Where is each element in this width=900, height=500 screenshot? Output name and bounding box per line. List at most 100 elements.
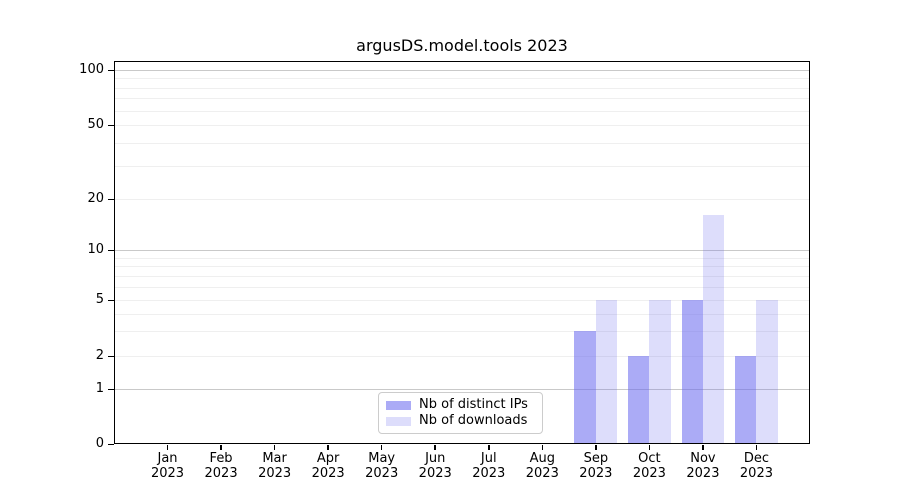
gridline-minor-90 <box>114 78 810 80</box>
gridline-minor-60 <box>114 110 810 112</box>
y-tick-1 <box>108 388 114 390</box>
bar-ips-dec <box>735 356 757 444</box>
x-tick-month: Apr <box>316 451 340 466</box>
legend-row-downloads: Nb of downloads <box>386 413 534 429</box>
legend-swatch-distinct-ips <box>386 400 411 410</box>
y-tick-100 <box>108 69 114 71</box>
x-tick-month: Sep <box>583 451 609 466</box>
x-tick-month: Oct <box>638 451 661 466</box>
legend: Nb of distinct IPs Nb of downloads <box>378 392 543 434</box>
gridline-minor-9 <box>114 257 810 259</box>
gridline-major-1 <box>114 389 810 390</box>
x-tick-year: 2023 <box>365 466 399 481</box>
x-tick-month: Aug <box>529 451 555 466</box>
x-tick-month: Dec <box>743 451 770 466</box>
x-tick-label-nov: Nov 2023 <box>663 451 743 481</box>
x-tick-sep <box>595 445 597 450</box>
x-tick-label-aug: Aug 2023 <box>502 451 582 481</box>
gridline-minor-7 <box>114 275 810 277</box>
x-tick-year: 2023 <box>204 466 238 481</box>
y-tick-2 <box>108 355 114 357</box>
gridline-minor-3 <box>114 331 810 333</box>
gridline-major-10 <box>114 250 810 251</box>
gridline-minor-30 <box>114 166 810 168</box>
x-tick-oct <box>648 445 651 450</box>
y-tick-50 <box>108 124 114 126</box>
gridline-minor-6 <box>114 286 810 288</box>
x-tick-year: 2023 <box>525 466 559 481</box>
x-tick-label-jan: Jan 2023 <box>128 451 208 481</box>
gridline-minor-20 <box>114 199 810 200</box>
x-tick-label-jun: Jun 2023 <box>395 451 475 481</box>
x-tick-label-mar: Mar 2023 <box>235 451 315 481</box>
x-tick-label-feb: Feb 2023 <box>181 451 261 481</box>
chart-title: argusDS.model.tools 2023 <box>356 36 568 55</box>
x-tick-year: 2023 <box>739 466 773 481</box>
y-tick-label-10: 10 <box>87 242 104 257</box>
gridline-minor-2 <box>114 356 810 357</box>
y-tick-0 <box>108 443 114 445</box>
x-tick-feb <box>220 445 222 450</box>
bar-ips-sep <box>574 331 596 444</box>
y-tick-20 <box>108 198 114 200</box>
y-tick-label-1: 1 <box>95 381 104 396</box>
bar-downloads-oct <box>649 300 671 444</box>
y-tick-5 <box>108 299 114 301</box>
x-tick-year: 2023 <box>579 466 613 481</box>
y-tick-label-20: 20 <box>87 191 104 206</box>
x-tick-year: 2023 <box>258 466 292 481</box>
gridline-minor-8 <box>114 266 810 268</box>
x-tick-month: May <box>368 451 396 466</box>
x-tick-month: Feb <box>209 451 233 466</box>
gridline-major-100 <box>114 70 810 71</box>
gridline-minor-70 <box>114 98 810 100</box>
x-tick-nov <box>702 445 704 450</box>
x-tick-year: 2023 <box>632 466 666 481</box>
x-tick-month: Jan <box>157 451 178 466</box>
bar-ips-oct <box>627 356 650 444</box>
x-tick-month: Nov <box>690 451 716 466</box>
gridline-minor-80 <box>114 87 810 89</box>
x-tick-label-apr: Apr 2023 <box>288 451 368 481</box>
x-tick-year: 2023 <box>472 466 506 481</box>
x-tick-label-sep: Sep 2023 <box>556 451 636 481</box>
x-tick-label-dec: Dec 2023 <box>716 451 796 481</box>
x-tick-label-oct: Oct 2023 <box>609 451 689 481</box>
x-tick-jul <box>488 445 490 450</box>
x-tick-aug <box>541 445 544 450</box>
y-tick-10 <box>108 249 114 251</box>
y-tick-label-2: 2 <box>95 348 104 363</box>
bar-ips-nov <box>681 300 703 444</box>
bar-downloads-sep <box>595 300 618 444</box>
gridline-minor-5 <box>114 300 810 301</box>
legend-swatch-downloads <box>386 416 411 426</box>
y-tick-label-100: 100 <box>79 62 104 77</box>
x-tick-year: 2023 <box>686 466 720 481</box>
x-tick-jun <box>434 445 436 450</box>
gridline-minor-40 <box>114 143 810 145</box>
gridline-minor-50 <box>114 125 810 126</box>
x-tick-may <box>380 445 383 450</box>
x-tick-month: Mar <box>262 451 287 466</box>
y-tick-label-0: 0 <box>95 436 104 451</box>
legend-label-distinct-ips: Nb of distinct IPs <box>419 397 528 412</box>
y-tick-label-50: 50 <box>87 117 104 132</box>
x-tick-dec <box>755 445 758 450</box>
x-tick-month: Jun <box>425 451 446 466</box>
x-tick-mar <box>273 445 276 450</box>
x-tick-label-jul: Jul 2023 <box>449 451 529 481</box>
y-tick-label-5: 5 <box>95 292 104 307</box>
plot-area <box>114 61 810 444</box>
bar-downloads-dec <box>756 300 778 444</box>
x-tick-label-may: May 2023 <box>342 451 422 481</box>
x-tick-jan <box>166 445 169 450</box>
legend-row-distinct-ips: Nb of distinct IPs <box>386 397 534 413</box>
x-tick-month: Jul <box>480 451 497 466</box>
x-tick-year: 2023 <box>311 466 345 481</box>
gridline-minor-4 <box>114 313 810 315</box>
bar-downloads-nov <box>702 215 725 444</box>
x-tick-year: 2023 <box>150 466 185 481</box>
legend-label-downloads: Nb of downloads <box>419 413 528 428</box>
x-tick-year: 2023 <box>418 466 452 481</box>
